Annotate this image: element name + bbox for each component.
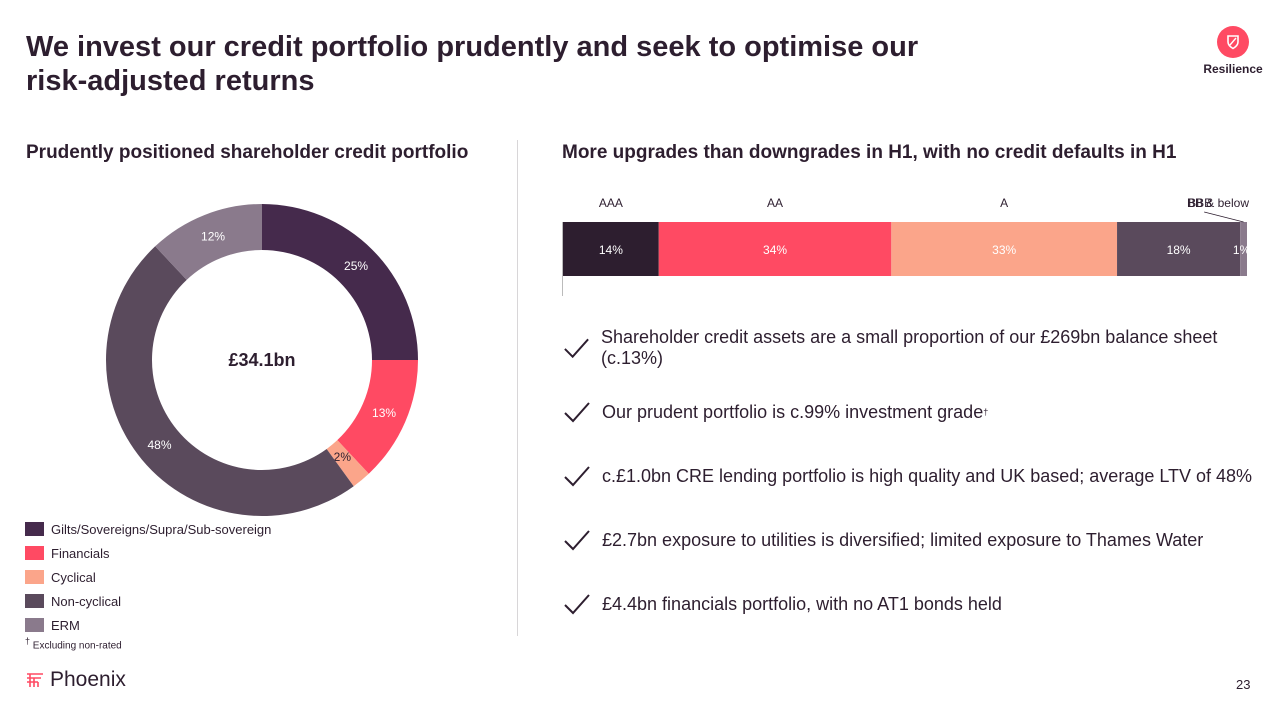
- legend-swatch: [25, 594, 44, 608]
- leader-line: [1204, 211, 1244, 223]
- bullet-text: Shareholder credit assets are a small pr…: [601, 327, 1218, 368]
- bullet-text: Our prudent portfolio is c.99% investmen…: [602, 401, 984, 422]
- checkmark-icon: [564, 402, 590, 423]
- footnote-text: Excluding non-rated: [32, 640, 122, 652]
- donut-value-label: 2%: [334, 450, 352, 464]
- legend-swatch: [25, 546, 44, 560]
- rating-segment: [563, 222, 659, 276]
- bullet-item: c.£1.0bn CRE lending portfolio is high q…: [562, 444, 1262, 508]
- donut-slice: [155, 204, 262, 280]
- page-number: 23: [1236, 677, 1251, 692]
- rating-segment: [658, 222, 892, 276]
- legend-label: Cyclical: [51, 569, 96, 585]
- badge-label: Resilience: [1203, 62, 1263, 76]
- legend-label: ERM: [51, 617, 80, 633]
- donut-slice: [262, 204, 418, 360]
- page-title: We invest our credit portfolio prudently…: [26, 31, 919, 97]
- legend-label: Financials: [51, 545, 110, 561]
- bullet-text: £4.4bn financials portfolio, with no AT1…: [602, 593, 1002, 614]
- right-heading: More upgrades than downgrades in H1, wit…: [562, 142, 1177, 163]
- checkmark-icon: [564, 594, 590, 615]
- bullet-item: £4.4bn financials portfolio, with no AT1…: [562, 572, 1262, 636]
- left-heading: Prudently positioned shareholder credit …: [26, 142, 469, 163]
- rating-segment: [891, 222, 1118, 276]
- legend-item: Financials: [25, 541, 271, 565]
- legend-item: ERM: [25, 613, 271, 637]
- legend-item: Cyclical: [25, 565, 271, 589]
- rating-value-label: 33%: [992, 243, 1016, 257]
- donut-legend: Gilts/Sovereigns/Supra/Sub-sovereign Fina…: [25, 517, 271, 637]
- donut-slice: [105, 246, 354, 517]
- rating-value-label: 1%: [1233, 243, 1251, 257]
- donut-slice: [326, 440, 369, 487]
- footnote-mark: †: [25, 636, 31, 646]
- rating-category-label: BB & below: [1187, 196, 1249, 210]
- rating-category-label: AAA: [599, 196, 623, 210]
- rating-segment: [1240, 222, 1247, 276]
- checkmark-icon: [564, 466, 590, 487]
- ratings-bar-chart: 14% AAA 34% AA 33% A 18% BBB 1% BB & below: [562, 196, 1251, 296]
- rating-category-label: AA: [767, 196, 783, 210]
- bullet-list: Shareholder credit assets are a small pr…: [562, 316, 1262, 636]
- bullet-text: c.£1.0bn CRE lending portfolio is high q…: [602, 465, 1253, 486]
- rating-segment: [1117, 222, 1241, 276]
- donut-value-label: 12%: [201, 229, 225, 243]
- column-divider: [517, 140, 518, 636]
- donut-value-label: 13%: [372, 406, 396, 420]
- bullet-item: Shareholder credit assets are a small pr…: [562, 316, 1262, 380]
- donut-center-label: £34.1bn: [228, 350, 295, 370]
- rating-category-label: BBB: [1188, 196, 1212, 210]
- rating-value-label: 18%: [1167, 243, 1191, 257]
- footnote: † Excluding non-rated: [25, 636, 122, 651]
- checkmark-icon: [564, 338, 589, 359]
- bullet-footnote-mark: †: [983, 407, 989, 417]
- phoenix-logo-icon: [27, 673, 43, 687]
- legend-item: Non-cyclical: [25, 589, 271, 613]
- donut-value-label: 25%: [344, 259, 368, 273]
- legend-item: Gilts/Sovereigns/Supra/Sub-sovereign: [25, 517, 271, 541]
- legend-swatch: [25, 522, 44, 536]
- donut-value-label: 48%: [148, 438, 172, 452]
- legend-swatch: [25, 570, 44, 584]
- resilience-badge: Resilience: [1196, 26, 1270, 76]
- checkmark-icon: [564, 530, 590, 551]
- legend-label: Gilts/Sovereigns/Supra/Sub-sovereign: [51, 521, 272, 537]
- portfolio-donut-chart: 25% 13% 2% 48% 12% £34.1bn: [105, 204, 418, 517]
- bullet-item: Our prudent portfolio is c.99% investmen…: [562, 380, 1262, 444]
- phoenix-brand: Phoenix: [26, 668, 126, 692]
- bullet-text: £2.7bn exposure to utilities is diversif…: [602, 529, 1204, 550]
- legend-swatch: [25, 618, 44, 632]
- shield-icon: [1217, 26, 1249, 58]
- rating-category-label: A: [1000, 196, 1008, 210]
- rating-value-label: 14%: [599, 243, 623, 257]
- bullet-item: £2.7bn exposure to utilities is diversif…: [562, 508, 1262, 572]
- rating-value-label: 34%: [763, 243, 787, 257]
- donut-slice: [337, 360, 418, 474]
- brand-name: Phoenix: [50, 668, 126, 691]
- legend-label: Non-cyclical: [51, 593, 122, 609]
